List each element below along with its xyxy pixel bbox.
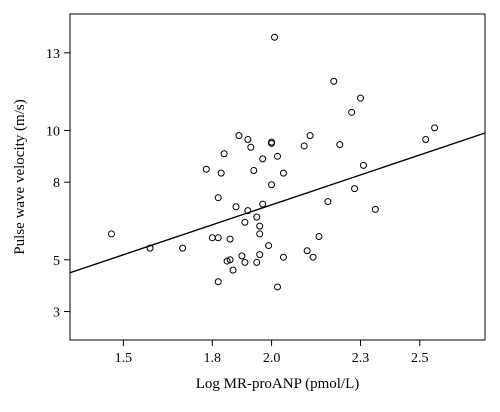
data-point: [422, 135, 430, 143]
y-tick-label: 5: [53, 254, 60, 269]
data-point: [256, 222, 264, 230]
data-point: [330, 77, 338, 85]
data-point: [309, 253, 317, 261]
data-point: [253, 213, 261, 221]
data-point: [279, 253, 287, 261]
data-point: [179, 244, 187, 252]
data-point: [238, 252, 246, 260]
data-points: [108, 33, 439, 291]
regression-line: [69, 132, 486, 274]
data-point: [259, 200, 267, 208]
data-point: [226, 235, 234, 243]
data-point: [279, 169, 287, 177]
data-point: [274, 152, 281, 160]
data-point: [300, 142, 308, 150]
data-point: [214, 194, 222, 202]
x-tick-label: 1.5: [115, 351, 133, 366]
data-point: [146, 244, 154, 252]
data-point: [241, 218, 249, 226]
x-tick-label: 2.3: [352, 351, 370, 366]
data-point: [306, 132, 314, 140]
data-point: [250, 167, 258, 175]
data-point: [274, 283, 281, 291]
data-point: [303, 247, 311, 255]
data-point: [235, 132, 243, 140]
y-axis-label: Pulse wave velocity (m/s): [12, 99, 28, 254]
data-point: [271, 33, 279, 41]
data-point: [229, 266, 237, 274]
y-tick-label: 3: [53, 306, 60, 321]
data-point: [268, 139, 276, 147]
data-point: [202, 165, 210, 173]
x-tick-label: 1.8: [204, 351, 222, 366]
data-point: [256, 251, 264, 259]
data-point: [265, 242, 273, 250]
data-point: [208, 234, 216, 242]
y-axis-ticks: 3 5 8 10 13: [46, 47, 70, 321]
data-point: [324, 198, 332, 206]
y-tick-label: 10: [46, 124, 60, 139]
data-point: [268, 181, 276, 189]
data-point: [214, 234, 222, 242]
x-tick-label: 2.0: [263, 351, 281, 366]
x-axis-label: Log MR-proANP (pmol/L): [196, 376, 360, 392]
data-point: [214, 278, 222, 286]
data-point: [244, 207, 252, 215]
data-point: [259, 155, 267, 163]
x-axis-ticks: 1.5 1.8 2.0 2.3 2.5: [115, 340, 429, 366]
data-point: [256, 230, 264, 238]
data-point: [217, 169, 225, 177]
plot-frame: [69, 13, 486, 341]
data-point: [241, 258, 249, 266]
data-point: [108, 230, 115, 238]
data-point: [348, 108, 356, 116]
data-point: [232, 203, 240, 211]
data-point: [359, 161, 367, 169]
data-point: [431, 124, 439, 132]
data-point: [336, 141, 344, 149]
x-tick-label: 2.5: [411, 351, 429, 366]
data-point: [351, 185, 359, 193]
data-point: [253, 258, 261, 266]
data-point: [226, 256, 234, 264]
data-point: [357, 94, 364, 102]
data-point: [315, 233, 323, 241]
data-point: [247, 143, 255, 151]
y-tick-label: 8: [53, 176, 60, 191]
y-tick-label: 13: [46, 47, 60, 62]
data-point: [220, 150, 228, 158]
data-point: [244, 135, 252, 143]
data-point: [371, 205, 379, 213]
